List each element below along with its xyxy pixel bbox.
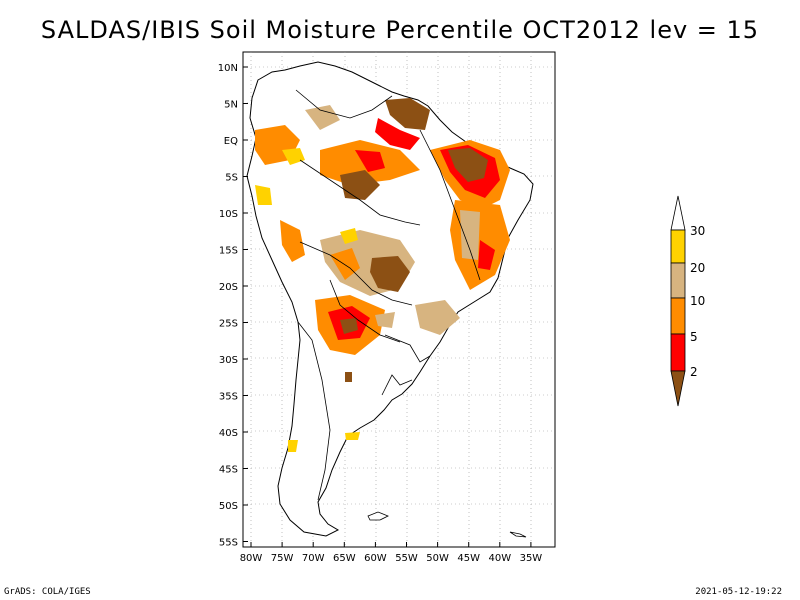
lon-label-35w: 35W <box>520 553 543 564</box>
shade-c10_20-northwest <box>305 105 340 130</box>
lat-label-40s: 40S <box>219 428 238 439</box>
shade-below2-central <box>370 256 410 292</box>
colorbar-2-5 <box>670 333 686 372</box>
lon-label-70w: 70W <box>302 553 325 564</box>
shade-c2_5-east <box>478 240 495 270</box>
lon-label-40w: 40W <box>488 553 511 564</box>
lat-label-50s: 50S <box>219 501 238 512</box>
shade-c10_20-south <box>375 312 395 328</box>
shade-c5_10-west <box>280 220 305 262</box>
lat-label-15s: 15S <box>219 246 238 257</box>
colorbar: 30 20 10 5 2 <box>670 195 705 407</box>
shade-c20_30-central <box>340 228 358 244</box>
shade-c20_30-patagonia-1 <box>345 432 360 440</box>
colorbar-label-30: 30 <box>690 224 705 238</box>
lat-label-eq: EQ <box>224 136 238 147</box>
lat-label-10s: 10S <box>219 209 238 220</box>
colorbar-label-2: 2 <box>690 365 698 379</box>
lat-label-45s: 45S <box>219 465 238 476</box>
lon-label-45w: 45W <box>457 553 480 564</box>
colorbar-label-20: 20 <box>690 261 705 275</box>
map-title: SALDAS/IBIS Soil Moisture Percentile OCT… <box>40 16 760 44</box>
lat-label-10n: 10N <box>218 63 238 74</box>
lat-label-55s: 55S <box>219 538 238 549</box>
shade-below2-patagonia <box>345 372 352 382</box>
footer-timestamp: 2021-05-12-19:22 <box>695 587 782 597</box>
lon-label-55w: 55W <box>395 553 418 564</box>
soil-moisture-shading <box>255 98 510 452</box>
colorbar-10-20 <box>670 262 686 299</box>
colorbar-below2 <box>670 370 686 407</box>
shade-c20_30-west <box>255 185 272 205</box>
colorbar-5-10 <box>670 297 686 335</box>
colorbar-label-5: 5 <box>690 330 698 344</box>
falkland-islands <box>367 511 389 521</box>
latitude-labels: 10N 5N EQ 5S 10S 15S 20S 25S 30S 35S 40S 45S 50S 55S <box>218 63 248 549</box>
lon-label-50w: 50W <box>426 553 449 564</box>
lon-label-65w: 65W <box>333 553 356 564</box>
shade-below2-south <box>340 318 358 334</box>
lat-label-30s: 30S <box>219 355 238 366</box>
shade-c20_30-northwest <box>282 148 305 165</box>
colorbar-20-30 <box>670 229 686 264</box>
shade-below2-ne-core <box>448 148 488 182</box>
shade-c2_5-amazon <box>355 150 385 172</box>
shade-c10_20-east <box>460 210 480 260</box>
lat-label-20s: 20S <box>219 282 238 293</box>
country-borders <box>295 89 481 501</box>
shade-c20_30-patagonia-2 <box>288 440 298 452</box>
lon-label-75w: 75W <box>271 553 294 564</box>
shade-below2-amazon <box>340 170 380 200</box>
lat-label-35s: 35S <box>219 392 238 403</box>
colorbar-above30 <box>670 195 686 231</box>
shade-c10_20-southeast <box>415 300 460 335</box>
shade-c2_5-north-coast <box>375 118 420 150</box>
lat-label-5s: 5S <box>225 173 238 184</box>
lat-label-25s: 25S <box>219 319 238 330</box>
lon-label-80w: 80W <box>240 553 263 564</box>
shade-c5_10-central <box>330 248 360 280</box>
colorbar-label-10: 10 <box>690 294 705 308</box>
lon-label-60w: 60W <box>364 553 387 564</box>
longitude-labels: 80W 75W 70W 65W 60W 55W 50W 45W 40W 35W <box>240 542 543 564</box>
lat-label-5n: 5N <box>224 100 238 111</box>
island-southeast <box>509 531 527 538</box>
shade-below2-north-coast <box>385 98 430 130</box>
footer-credit: GrADS: COLA/IGES <box>4 587 91 597</box>
